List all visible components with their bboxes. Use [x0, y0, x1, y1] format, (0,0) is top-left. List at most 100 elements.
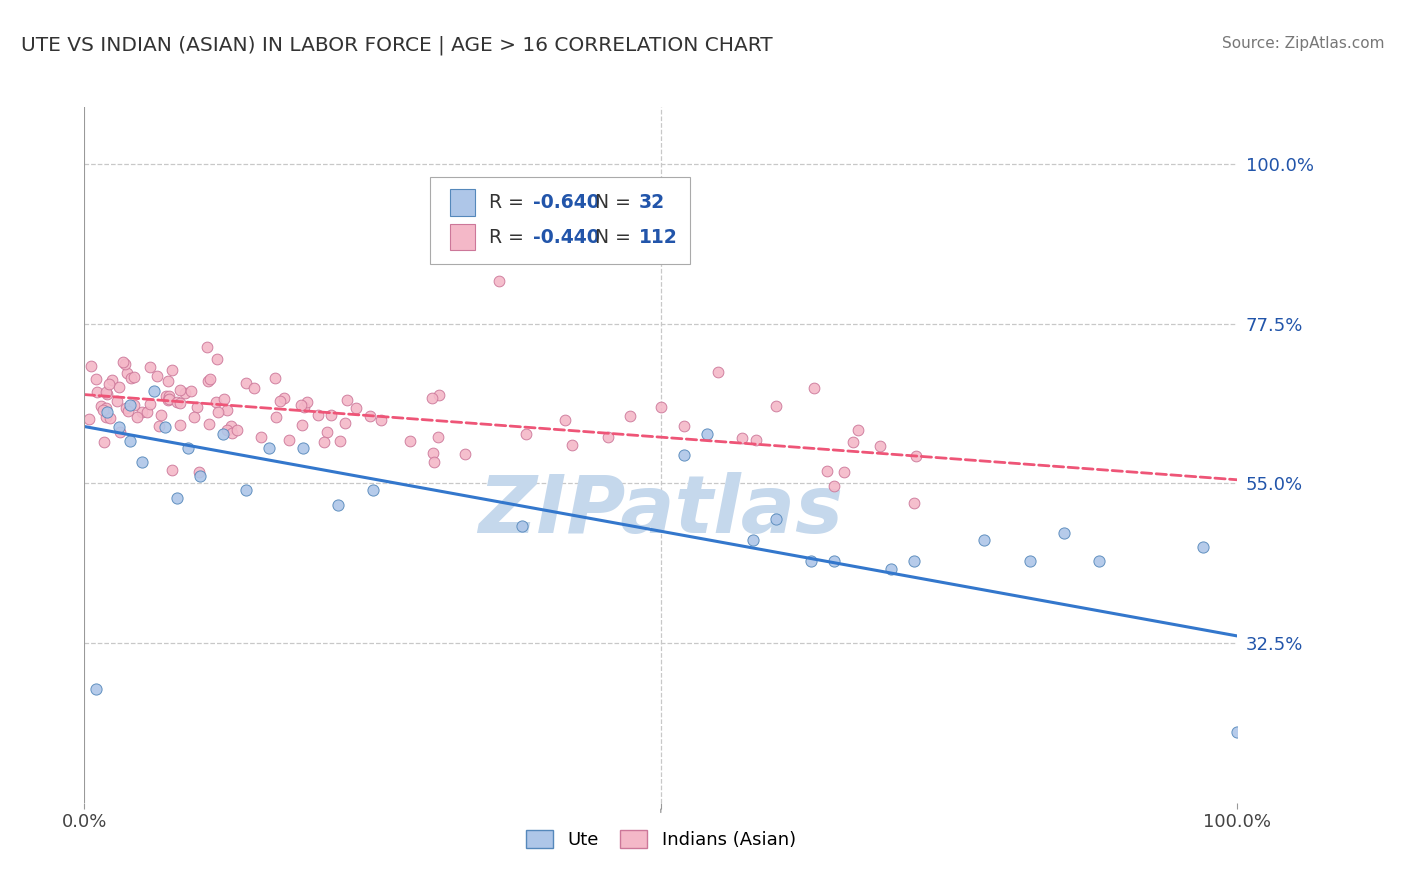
- Point: [98, 377, 121, 392]
- Text: N =: N =: [595, 193, 637, 212]
- Point: [291, 417, 314, 432]
- Point: [903, 496, 925, 510]
- Point: [420, 391, 443, 405]
- Point: [765, 512, 787, 526]
- Point: [846, 423, 869, 437]
- Point: [1088, 554, 1111, 568]
- Text: -0.640: -0.640: [533, 193, 599, 212]
- Text: Source: ZipAtlas.com: Source: ZipAtlas.com: [1222, 36, 1385, 51]
- Point: [1053, 526, 1076, 541]
- Point: [111, 355, 134, 369]
- Point: [869, 439, 891, 453]
- Point: [166, 491, 188, 505]
- Point: [319, 408, 342, 422]
- Point: [177, 441, 200, 455]
- Point: [453, 447, 475, 461]
- Point: [198, 372, 221, 386]
- Point: [107, 380, 129, 394]
- Point: [86, 384, 108, 399]
- Point: [905, 449, 928, 463]
- Point: [169, 383, 191, 397]
- Point: [361, 483, 384, 498]
- Point: [212, 392, 235, 406]
- Point: [122, 398, 145, 412]
- Point: [211, 426, 233, 441]
- Text: N =: N =: [595, 227, 637, 247]
- Point: [205, 395, 228, 409]
- Point: [307, 408, 329, 422]
- Point: [745, 433, 768, 447]
- Point: [84, 682, 107, 697]
- Point: [512, 519, 534, 533]
- Point: [90, 399, 112, 413]
- Text: UTE VS INDIAN (ASIAN) IN LABOR FORCE | AGE > 16 CORRELATION CHART: UTE VS INDIAN (ASIAN) IN LABOR FORCE | A…: [21, 36, 773, 55]
- Point: [312, 434, 335, 449]
- Text: 112: 112: [638, 227, 678, 247]
- Point: [257, 441, 280, 455]
- Point: [619, 409, 641, 424]
- Point: [359, 409, 381, 424]
- Point: [815, 465, 838, 479]
- Point: [707, 365, 730, 379]
- Point: [217, 403, 239, 417]
- Point: [426, 430, 449, 444]
- Point: [730, 431, 752, 445]
- Point: [742, 533, 765, 548]
- Point: [142, 384, 165, 398]
- Point: [205, 352, 228, 367]
- Point: [148, 419, 170, 434]
- Point: [292, 441, 315, 455]
- Point: [264, 371, 287, 385]
- Point: [138, 359, 160, 374]
- Point: [250, 430, 273, 444]
- Point: [153, 419, 176, 434]
- Point: [297, 394, 319, 409]
- Point: [105, 393, 128, 408]
- Point: [596, 429, 619, 443]
- Point: [108, 419, 131, 434]
- Point: [96, 401, 118, 415]
- Point: [278, 433, 301, 447]
- Point: [180, 384, 202, 398]
- Point: [84, 372, 107, 386]
- Point: [162, 463, 184, 477]
- Point: [98, 411, 121, 425]
- Point: [423, 454, 446, 468]
- Point: [800, 554, 823, 568]
- Point: [823, 554, 845, 568]
- Point: [120, 434, 142, 448]
- Point: [326, 498, 349, 512]
- Point: [96, 384, 118, 399]
- Point: [344, 401, 367, 416]
- Text: -0.440: -0.440: [533, 227, 599, 247]
- Point: [561, 438, 583, 452]
- Point: [292, 400, 315, 414]
- Point: [243, 381, 266, 395]
- Point: [269, 394, 291, 409]
- Point: [169, 395, 191, 409]
- Text: ZIPatlas: ZIPatlas: [478, 472, 844, 549]
- Point: [427, 388, 450, 402]
- Point: [880, 561, 903, 575]
- Point: [122, 369, 145, 384]
- Point: [198, 417, 221, 432]
- Point: [842, 435, 865, 450]
- Point: [155, 389, 177, 403]
- FancyBboxPatch shape: [430, 177, 690, 264]
- Text: R =: R =: [489, 227, 530, 247]
- Legend: Ute, Indians (Asian): Ute, Indians (Asian): [519, 823, 803, 856]
- Point: [398, 434, 420, 449]
- Point: [114, 357, 136, 371]
- Point: [120, 398, 142, 412]
- Point: [336, 393, 359, 408]
- Point: [903, 554, 925, 568]
- Point: [79, 359, 101, 374]
- FancyBboxPatch shape: [450, 224, 475, 251]
- Point: [1191, 540, 1213, 554]
- Point: [515, 427, 537, 442]
- Point: [1018, 554, 1040, 568]
- Point: [765, 399, 787, 413]
- Point: [488, 274, 510, 288]
- Point: [221, 426, 243, 441]
- Point: [115, 367, 138, 381]
